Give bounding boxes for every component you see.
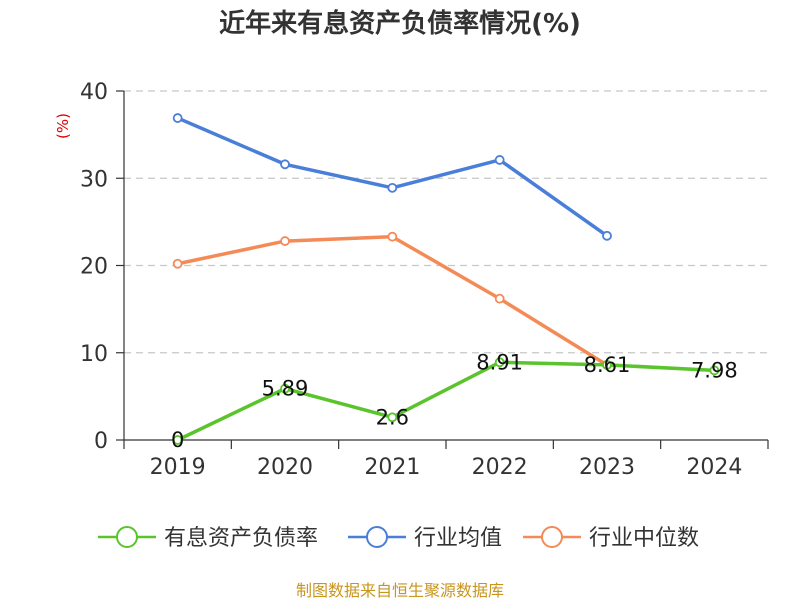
data-point xyxy=(709,365,720,376)
data-label: 2.6 xyxy=(376,405,409,429)
data-point xyxy=(172,113,183,123)
data-point xyxy=(280,383,290,394)
legend-marker xyxy=(116,526,138,548)
data-label: 8.91 xyxy=(476,350,523,374)
x-tick-label: 2023 xyxy=(579,455,635,480)
series-line xyxy=(176,116,609,238)
legend-marker xyxy=(366,526,388,548)
data-point xyxy=(387,412,398,423)
series-points xyxy=(172,113,720,445)
y-tick-label: 30 xyxy=(80,167,108,192)
y-axis-unit: (%) xyxy=(54,113,72,139)
data-label: 8.61 xyxy=(584,353,631,377)
x-tick-label: 2019 xyxy=(150,455,206,480)
data-label: 0 xyxy=(171,428,184,452)
data-label: 7.98 xyxy=(691,358,738,382)
data-point xyxy=(387,231,398,242)
grid-lines xyxy=(124,90,768,354)
x-tick-label: 2021 xyxy=(364,455,420,480)
y-tick-label: 0 xyxy=(94,429,108,454)
data-point xyxy=(494,357,505,368)
data-labels: 0 5.89 2.6 8.91 8.61 7.98 xyxy=(171,350,738,452)
data-point xyxy=(602,359,612,370)
x-tick-label: 2020 xyxy=(257,455,313,480)
legend: 有息资产负债率 行业均值 行业中位数 xyxy=(98,526,699,551)
data-point xyxy=(494,293,505,304)
data-point xyxy=(172,258,183,269)
axes: 0 10 20 30 40 2019 2020 2021 2022 2023 2024 xyxy=(80,80,769,480)
data-point xyxy=(494,155,505,165)
data-point xyxy=(280,159,290,170)
legend-label: 行业均值 xyxy=(414,526,502,551)
y-tick-label: 20 xyxy=(80,255,108,280)
series-line xyxy=(177,234,608,367)
source-note: 制图数据来自恒生聚源数据库 xyxy=(296,581,504,600)
legend-label: 行业中位数 xyxy=(589,526,699,551)
y-tick-label: 10 xyxy=(80,342,108,367)
data-point xyxy=(602,230,612,241)
y-tick-label: 40 xyxy=(80,80,108,105)
data-label: 5.89 xyxy=(262,377,309,401)
x-tick-label: 2024 xyxy=(686,455,742,480)
x-tick-label: 2022 xyxy=(472,455,528,480)
data-point xyxy=(387,182,398,193)
legend-marker xyxy=(541,526,563,548)
chart-title: 近年来有息资产负债率情况(%) xyxy=(219,8,581,39)
series-line xyxy=(176,360,715,442)
legend-label: 有息资产负债率 xyxy=(164,526,318,551)
data-point xyxy=(172,435,183,445)
data-point xyxy=(280,236,290,246)
series-lines xyxy=(176,116,715,442)
